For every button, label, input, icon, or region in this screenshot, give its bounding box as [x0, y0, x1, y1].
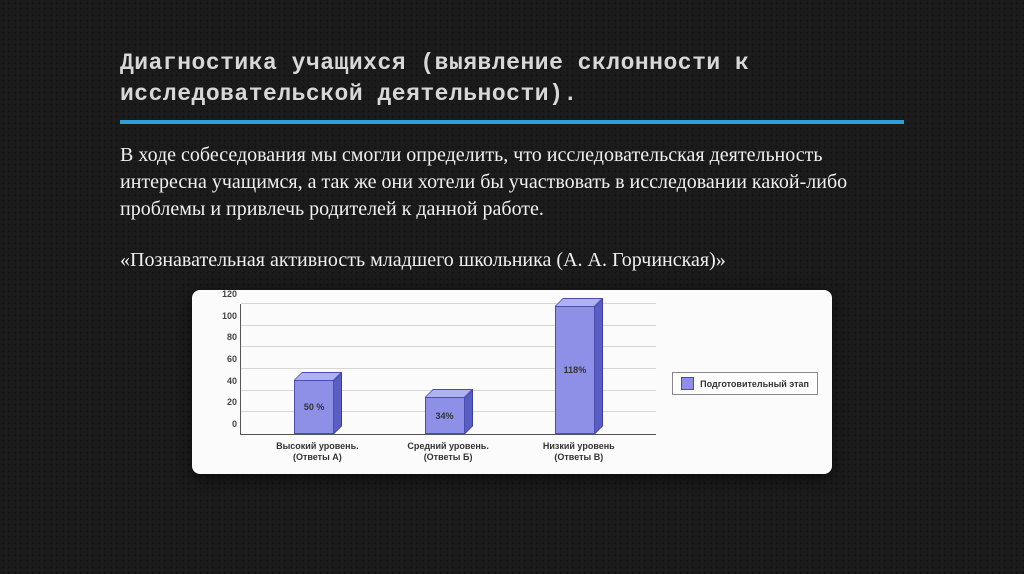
bar-value-label: 50 %	[304, 402, 325, 412]
chart-caption: «Познавательная активность младшего школ…	[120, 247, 904, 274]
bar-value-label: 118%	[564, 365, 587, 375]
bar: 50 %	[283, 380, 353, 434]
bar: 118%	[544, 306, 614, 434]
y-tick-label: 40	[211, 376, 237, 386]
bar: 34%	[414, 397, 484, 434]
x-category-label: Средний уровень.(Ответы Б)	[403, 441, 493, 464]
slide: Диагностика учащихся (выявление склоннос…	[0, 0, 1024, 574]
y-tick-label: 100	[211, 311, 237, 321]
y-tick-label: 0	[211, 419, 237, 429]
chart-card: 0 20 40 60 80 100 120 50 % 34% 118% Высокий урове…	[192, 290, 832, 474]
chart-plot-area: 02040608010012050 %34%118% Высокий урове…	[206, 304, 656, 464]
slide-title: Диагностика учащихся (выявление склоннос…	[120, 48, 904, 110]
intro-paragraph: В ходе собеседования мы смогли определит…	[120, 142, 904, 223]
title-underline	[120, 120, 904, 124]
x-category-label: Высокий уровень.(Ответы А)	[272, 441, 362, 464]
y-tick-label: 80	[211, 332, 237, 342]
chart-legend: Подготовительный этап	[672, 372, 818, 395]
legend-label: Подготовительный этап	[700, 379, 809, 389]
bar-value-label: 34%	[436, 411, 454, 421]
y-tick-label: 20	[211, 397, 237, 407]
legend-swatch	[681, 377, 694, 390]
x-category-label: Низкий уровень(Ответы В)	[534, 441, 624, 464]
y-tick-label: 120	[211, 289, 237, 299]
y-tick-label: 60	[211, 354, 237, 364]
